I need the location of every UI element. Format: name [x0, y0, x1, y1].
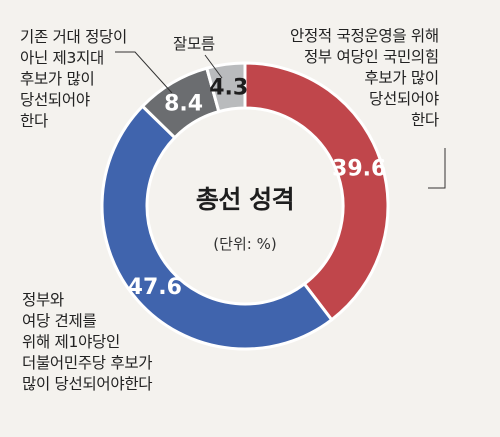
value-label-slice-third: 8.4 — [164, 91, 203, 116]
slice-label-ppp: 안정적 국정운영을 위해 정부 여당인 국민의힘 후보가 많이 당선되어야 한다 — [290, 27, 439, 129]
slice-label-third: 기존 거대 정당이 아닌 제3지대 후보가 많이 당선되어야 한다 — [20, 28, 127, 130]
chart-unit: (단위: %) — [213, 235, 277, 253]
chart-title: 총선 성격 — [195, 185, 295, 214]
slice-unknown — [204, 61, 247, 114]
leader-unknown — [204, 54, 223, 79]
value-label-slice-unknown: 4.3 — [209, 76, 248, 101]
slice-dp — [100, 104, 334, 351]
value-label-slice-ppp: 39.6 — [332, 156, 386, 181]
value-label-slice-dp: 47.6 — [128, 275, 182, 300]
slice-label-dp: 정부와 여당 견제를 위해 제1야당인 더불어민주당 후보가 많이 당선되어야한… — [22, 291, 153, 393]
leader-third — [115, 51, 173, 94]
leader-ppp — [428, 148, 446, 189]
slice-ppp — [243, 61, 390, 322]
slice-label-unknown: 잘모름 — [173, 35, 215, 53]
